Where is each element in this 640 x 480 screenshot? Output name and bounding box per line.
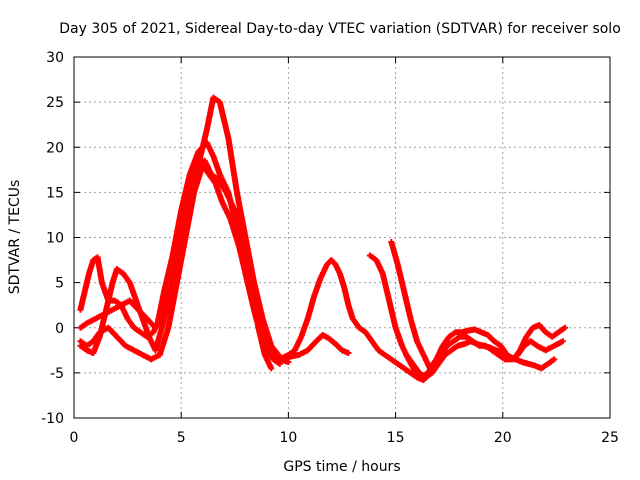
- x-tick-label: 25: [601, 430, 619, 446]
- y-tick-label: 5: [55, 276, 64, 292]
- y-tick-label: 20: [46, 140, 64, 156]
- data-points: [77, 162, 283, 367]
- y-tick-label: 25: [46, 95, 64, 111]
- series-arc-4: [77, 162, 283, 367]
- y-tick-label: 0: [55, 321, 64, 337]
- x-tick-label: 20: [494, 430, 512, 446]
- data-points: [77, 94, 283, 360]
- series-layer: [77, 94, 568, 384]
- y-tick-labels: -10 -5 0 5 10 15 20 25 30: [41, 50, 64, 427]
- x-tick-label: 15: [387, 430, 405, 446]
- data-points: [388, 239, 568, 372]
- y-tick-label: 30: [46, 50, 64, 66]
- x-tick-label: 10: [279, 430, 297, 446]
- chart-title: Day 305 of 2021, Sidereal Day-to-day VTE…: [59, 21, 621, 37]
- y-tick-label: 10: [46, 231, 64, 247]
- x-tick-label: 5: [177, 430, 186, 446]
- x-tick-label: 0: [70, 430, 79, 446]
- x-axis-label: GPS time / hours: [283, 459, 400, 475]
- series-arc-9: [403, 338, 558, 381]
- y-tick-label: -5: [50, 366, 64, 382]
- grid: [74, 57, 610, 418]
- series-arc-6: [278, 331, 352, 363]
- x-tick-labels: 0 5 10 15 20 25: [70, 430, 619, 446]
- series-arc-8: [388, 239, 568, 372]
- y-axis-label: SDTVAR / TECUs: [7, 180, 23, 295]
- y-tick-label: 15: [46, 185, 64, 201]
- data-points: [403, 338, 558, 381]
- data-points: [278, 331, 352, 363]
- series-arc-3: [77, 94, 283, 360]
- y-tick-label: -10: [41, 411, 64, 427]
